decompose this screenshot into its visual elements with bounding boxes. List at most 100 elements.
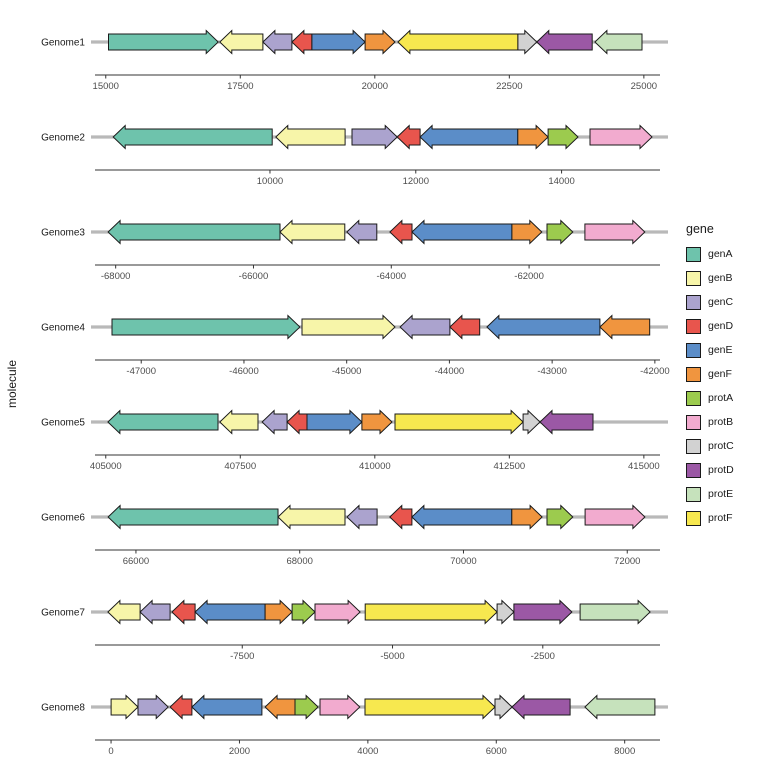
gene-arrow-protD xyxy=(513,599,573,625)
axis-tick-label: 66000 xyxy=(123,556,149,567)
gene-arrow-genC xyxy=(346,219,378,245)
legend-entry-protA: protA xyxy=(686,390,734,406)
axis-tick-label: -5000 xyxy=(380,651,404,662)
axis-tick-label: 0 xyxy=(108,746,113,757)
gene-arrow-genA xyxy=(107,504,279,530)
gene-arrow-protB xyxy=(314,599,361,625)
legend-entries: genA genB genC genD genE genF protA protB protC p… xyxy=(686,246,734,526)
legend-entry-protB: protB xyxy=(686,414,734,430)
gene-arrow-protD xyxy=(511,694,571,720)
legend-entry-label: genB xyxy=(708,272,733,284)
genome-label: Genome1 xyxy=(41,38,85,49)
legend-key-protD xyxy=(686,462,701,478)
gene-arrow-genC xyxy=(351,124,398,150)
gene-arrow-protE xyxy=(584,694,656,720)
legend-entry-genC: genC xyxy=(686,294,734,310)
genome-row-Genome8: Genome8 0 2000 4000 6000 8000 xyxy=(41,694,668,757)
axis-tick-label: -2500 xyxy=(531,651,555,662)
genome-label: Genome4 xyxy=(41,323,85,334)
genome-label: Genome2 xyxy=(41,133,85,144)
gene-arrow-genF xyxy=(364,29,396,55)
gene-arrow-protA xyxy=(291,599,316,625)
gene-arrow-genE xyxy=(419,124,519,150)
gene-arrow-genC xyxy=(399,314,451,340)
legend-entry-protD: protD xyxy=(686,462,734,478)
genome-row-Genome4: Genome4 -47000 -46000 -45000 -44000 -43000 -42… xyxy=(41,314,670,377)
gene-arrow-protA xyxy=(547,124,579,150)
legend: gene genA genB genC genD genE genF protA protB p… xyxy=(686,222,734,534)
axis-tick-label: -68000 xyxy=(101,271,131,282)
axis-tick-label: -47000 xyxy=(126,366,156,377)
genome-label: Genome7 xyxy=(41,608,85,619)
axis-tick-label: 70000 xyxy=(450,556,476,567)
legend-entry-label: genC xyxy=(708,296,734,308)
axis-tick-label: 22500 xyxy=(496,81,522,92)
gene-arrow-genD xyxy=(396,124,421,150)
axis-tick-label: 410000 xyxy=(359,461,391,472)
gene-arrow-protD xyxy=(539,409,594,435)
gene-arrow-genF xyxy=(264,694,296,720)
gene-arrow-genA xyxy=(111,314,301,340)
legend-entry-label: genF xyxy=(708,368,732,380)
gene-arrow-genE xyxy=(311,29,366,55)
legend-entry-label: genE xyxy=(708,344,733,356)
gene-arrow-genF xyxy=(517,124,549,150)
legend-key-genF xyxy=(686,366,701,382)
genome-label: Genome5 xyxy=(41,418,85,429)
gene-arrow-genC xyxy=(137,694,169,720)
legend-entry-protC: protC xyxy=(686,438,734,454)
axis-tick-label: 10000 xyxy=(257,176,283,187)
axis-tick-label: -44000 xyxy=(435,366,465,377)
genome-row-Genome6: Genome6 66000 68000 70000 72000 xyxy=(41,504,668,567)
gene-arrow-genD xyxy=(169,694,193,720)
legend-entry-label: protD xyxy=(708,464,734,476)
axis-tick-label: 6000 xyxy=(486,746,507,757)
genome-label: Genome3 xyxy=(41,228,85,239)
axis-tick-label: 25000 xyxy=(631,81,657,92)
genome-row-Genome5: Genome5 405000 407500 410000 412500 415000 xyxy=(41,409,668,472)
legend-entry-protF: protF xyxy=(686,510,734,526)
gene-arrow-genE xyxy=(191,694,263,720)
legend-entry-protE: protE xyxy=(686,486,734,502)
gene-arrow-protB xyxy=(584,219,646,245)
gene-arrow-genA xyxy=(107,409,219,435)
gene-arrow-genA xyxy=(112,124,273,150)
gene-arrow-protB xyxy=(584,504,646,530)
gene-arrow-genF xyxy=(511,504,543,530)
gene-arrow-protB xyxy=(589,124,653,150)
legend-entry-label: protB xyxy=(708,416,734,428)
legend-entry-genF: genF xyxy=(686,366,734,382)
gene-arrow-genE xyxy=(486,314,601,340)
axis-tick-label: 15000 xyxy=(93,81,119,92)
gene-arrow-protC xyxy=(522,409,541,435)
gene-arrow-genB xyxy=(219,29,264,55)
gene-arrow-protC xyxy=(494,694,513,720)
legend-entry-label: genA xyxy=(708,248,733,260)
axis-tick-label: -45000 xyxy=(332,366,362,377)
axis-tick-label: 14000 xyxy=(548,176,574,187)
legend-key-protF xyxy=(686,510,701,526)
legend-key-genC xyxy=(686,294,701,310)
gene-arrow-protB xyxy=(319,694,361,720)
genome-row-Genome2: Genome2 10000 12000 14000 xyxy=(41,124,668,187)
genome-row-Genome1: Genome1 15000 17500 20000 22500 25000 xyxy=(41,29,668,92)
gene-arrow-genB xyxy=(110,694,139,720)
legend-entry-label: protA xyxy=(708,392,734,404)
gene-arrow-genD xyxy=(449,314,481,340)
genome-row-Genome7: Genome7 -7500 -5000 -2500 xyxy=(41,599,668,662)
gene-arrow-protC xyxy=(496,599,515,625)
legend-entry-genD: genD xyxy=(686,318,734,334)
gene-arrow-genF xyxy=(599,314,651,340)
gene-arrow-protF xyxy=(394,409,524,435)
axis-tick-label: -62000 xyxy=(514,271,544,282)
gene-arrow-genE xyxy=(194,599,266,625)
gene-arrow-protF xyxy=(364,694,496,720)
gene-arrow-genB xyxy=(279,219,346,245)
legend-entry-label: protE xyxy=(708,488,734,500)
legend-key-genB xyxy=(686,270,701,286)
gene-arrow-protA xyxy=(294,694,319,720)
legend-title: gene xyxy=(686,222,714,236)
gene-arrow-protF xyxy=(397,29,519,55)
